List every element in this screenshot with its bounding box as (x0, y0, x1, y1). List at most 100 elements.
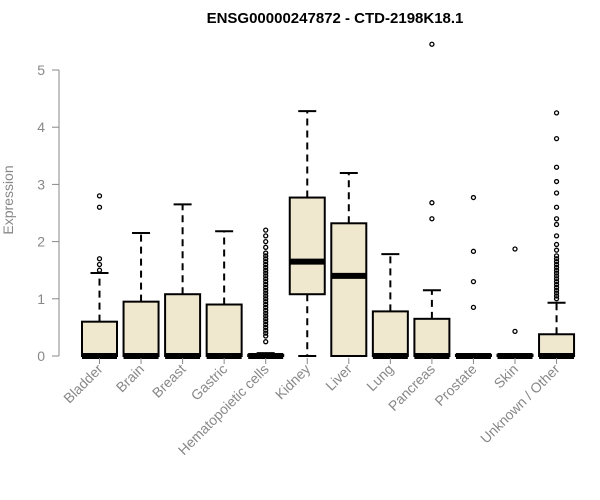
outlier-point (263, 281, 269, 288)
outlier-point (553, 247, 560, 253)
outlier-point (553, 164, 560, 170)
outlier-point (263, 264, 269, 270)
outlier-point (553, 135, 560, 142)
box-breast (164, 203, 202, 359)
outlier-point (263, 227, 269, 233)
box-rect (538, 333, 576, 358)
outlier-point (553, 284, 560, 291)
outlier-point (553, 256, 560, 262)
box-kidney (288, 110, 326, 357)
outlier-point (553, 287, 560, 293)
outlier-point (263, 339, 269, 345)
outlier-point (263, 273, 269, 279)
outlier-point (263, 276, 269, 282)
outlier-point (263, 327, 269, 333)
outlier-point (553, 204, 560, 210)
box-rect (288, 196, 326, 296)
box-gastric (205, 230, 243, 359)
y-tick-label: 5 (37, 62, 45, 78)
outlier-point (553, 264, 560, 270)
y-tick-label: 3 (37, 176, 45, 192)
box-unknown-other (538, 110, 576, 359)
y-tick-label: 0 (37, 348, 45, 364)
box-pancreas (413, 41, 451, 359)
outlier-point (263, 258, 269, 265)
outlier-point (512, 246, 518, 252)
outlier-point (263, 256, 269, 262)
box-prostate (454, 194, 492, 359)
outlier-point (553, 281, 560, 288)
box-rect (205, 303, 243, 357)
outlier-point (470, 248, 477, 254)
box-rect (371, 310, 409, 358)
outlier-point (553, 258, 560, 265)
outlier-point (263, 270, 269, 276)
outlier-point (470, 278, 477, 285)
outlier-point (263, 296, 269, 302)
outlier-point (263, 293, 269, 299)
box-liver (330, 171, 368, 357)
x-tick-label: Lung (363, 361, 396, 394)
box-rect (413, 317, 451, 358)
box-rect (330, 222, 368, 357)
outlier-point (96, 204, 103, 210)
outlier-point (263, 301, 269, 308)
y-tick-label: 4 (37, 119, 45, 135)
x-tick-label: Brain (113, 361, 147, 395)
x-tick-label: Prostate (431, 361, 479, 409)
outlier-point (553, 293, 560, 299)
outlier-point (553, 216, 560, 222)
outlier-point (263, 278, 269, 285)
outlier-point (263, 250, 269, 256)
outlier-point (512, 328, 518, 335)
chart-title: ENSG00000247872 - CTD-2198K18.1 (207, 10, 464, 27)
outlier-point (263, 261, 269, 268)
outlier-point (553, 190, 560, 196)
outlier-point (96, 261, 103, 268)
outlier-point (429, 216, 435, 222)
outlier-point (263, 253, 269, 259)
x-tick-label: Unknown / Other (477, 361, 563, 447)
outlier-point (263, 319, 269, 325)
outlier-point (553, 261, 560, 268)
box-bladder (81, 193, 118, 359)
outlier-point (263, 267, 269, 273)
outlier-point (553, 267, 560, 273)
outlier-point (263, 333, 269, 339)
y-tick-label: 2 (37, 234, 45, 250)
outlier-point (553, 276, 560, 282)
x-tick-label: Skin (491, 361, 522, 392)
outlier-point (553, 221, 560, 228)
outlier-point (553, 296, 560, 302)
outlier-point (263, 316, 269, 322)
outlier-point (553, 270, 560, 276)
outlier-point (429, 200, 435, 206)
outlier-point (263, 330, 269, 336)
box-rect (81, 320, 118, 357)
box-series (81, 41, 576, 359)
box-lung (371, 253, 409, 359)
outlier-point (470, 194, 477, 201)
outlier-point (96, 267, 103, 273)
outlier-point (263, 313, 269, 319)
x-tick-label: Bladder (60, 361, 106, 407)
outlier-point (263, 321, 269, 328)
outlier-point (96, 256, 103, 262)
box-skin (496, 246, 534, 359)
outlier-point (263, 290, 269, 296)
outlier-point (263, 233, 269, 239)
x-tick-label: Breast (149, 361, 189, 401)
outlier-point (553, 290, 560, 296)
outlier-point (263, 310, 269, 316)
y-axis-label: Expression (0, 165, 16, 234)
y-tick-label: 1 (37, 291, 45, 307)
box-brain (122, 232, 160, 359)
outlier-point (96, 193, 103, 199)
x-tick-label: Liver (322, 361, 355, 394)
outlier-point (553, 253, 560, 259)
outlier-point (553, 241, 560, 248)
box-hematopoietic-cells (247, 227, 285, 359)
outlier-point (263, 238, 269, 245)
outlier-point (263, 299, 269, 305)
